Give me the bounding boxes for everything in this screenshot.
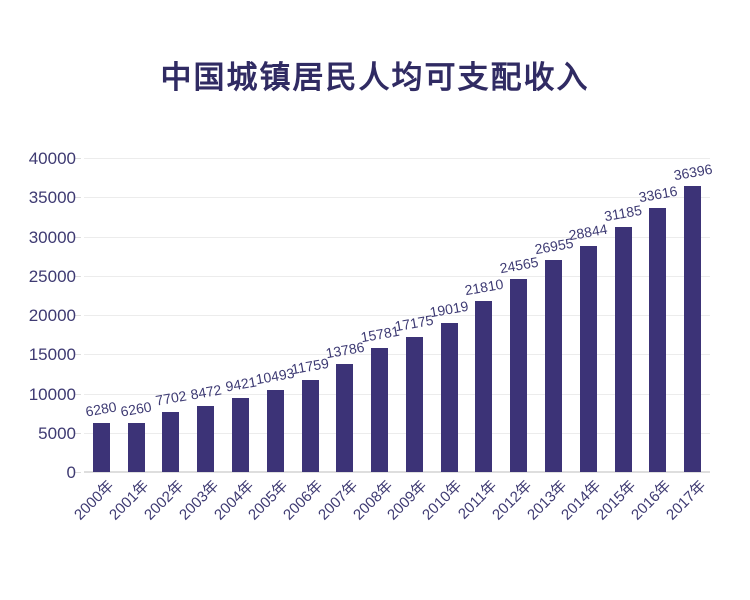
- y-tick-label-5000: 5000: [38, 423, 76, 443]
- bar-value-label: 26955: [532, 235, 575, 258]
- bar-value-label: 6260: [119, 398, 153, 420]
- bar-2006年: [301, 379, 319, 472]
- gridline-40000: [84, 158, 710, 159]
- y-tick-label-35000: 35000: [28, 188, 76, 208]
- bar-value-label: 10493: [254, 364, 296, 387]
- y-tick-mark: [74, 275, 81, 277]
- gridline-0: [84, 471, 710, 473]
- y-tick-mark: [74, 472, 81, 473]
- gridline-20000: [84, 315, 710, 316]
- bar-2014年: [579, 245, 597, 472]
- y-tick-label-25000: 25000: [28, 266, 76, 286]
- bar-2012年: [510, 279, 528, 472]
- bar-value-label: 24565: [498, 253, 540, 277]
- bar-2009年: [405, 337, 423, 472]
- bar-value-label: 33616: [637, 182, 679, 206]
- y-tick-mark: [74, 393, 81, 395]
- bar-2003年: [197, 405, 215, 472]
- y-tick-mark: [74, 354, 81, 356]
- bar-2011年: [475, 300, 493, 472]
- y-tick-mark: [74, 432, 81, 434]
- y-tick-label-10000: 10000: [28, 384, 76, 404]
- y-tick-mark: [74, 158, 81, 159]
- y-tick-mark: [74, 197, 81, 199]
- bar-value-label: 31185: [602, 202, 644, 225]
- gridline-35000: [84, 197, 710, 199]
- chart-title: 中国城镇居民人均可支配收入: [160, 60, 590, 95]
- bar-2005年: [266, 389, 284, 472]
- bar-value-label: 36396: [672, 161, 714, 184]
- gridline-30000: [84, 236, 710, 238]
- y-tick-label-0: 0: [66, 463, 76, 482]
- plot-area: 0 5000 10000 15000 20000 25000 30000 35000 40000…: [29, 150, 714, 524]
- bar-2015年: [614, 227, 632, 472]
- bar-value-label: 21810: [463, 275, 505, 299]
- gridline-5000: [84, 432, 710, 434]
- y-tick-label-20000: 20000: [28, 306, 76, 325]
- bar-2016年: [649, 208, 667, 472]
- bar-2013年: [545, 260, 562, 472]
- bar-value-label: 9421: [223, 373, 258, 395]
- bar-2004年: [232, 398, 249, 472]
- bar-2001年: [127, 422, 145, 472]
- y-tick-mark: [74, 315, 81, 316]
- bar-value-label: 6280: [84, 398, 119, 420]
- bar-value-label: 13786: [324, 338, 366, 362]
- y-tick-mark: [74, 236, 81, 238]
- bar-2010年: [440, 322, 458, 472]
- y-tick-label-30000: 30000: [28, 227, 76, 247]
- bar-2007年: [336, 363, 354, 472]
- bar-value-label: 11759: [289, 354, 331, 377]
- gridline-15000: [84, 354, 710, 356]
- bar-2000年: [92, 422, 110, 472]
- gridline-25000: [84, 275, 710, 277]
- bar-value-label: 28844: [567, 220, 609, 243]
- y-tick-label-40000: 40000: [28, 149, 76, 168]
- bar-value-label: 8472: [188, 380, 223, 403]
- gridline-10000: [84, 393, 710, 395]
- y-tick-label-15000: 15000: [28, 345, 76, 365]
- bar-value-label: 15781: [359, 322, 401, 346]
- bar-2008年: [371, 348, 389, 472]
- bar-2017年: [684, 186, 702, 472]
- bar-2002年: [162, 411, 180, 472]
- bar-value-label: 7702: [154, 386, 188, 409]
